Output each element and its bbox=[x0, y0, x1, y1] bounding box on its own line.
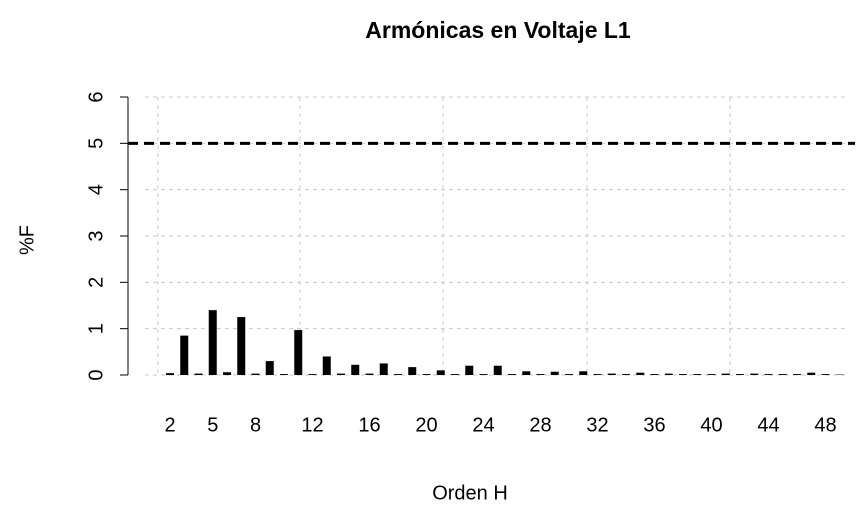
bar bbox=[451, 374, 459, 375]
bar bbox=[194, 373, 203, 375]
x-tick-label: 2 bbox=[164, 414, 175, 436]
x-tick-label: 36 bbox=[643, 414, 665, 436]
bar bbox=[807, 372, 816, 375]
bar bbox=[294, 330, 303, 375]
bar bbox=[223, 372, 231, 375]
bar bbox=[778, 374, 787, 375]
bar bbox=[550, 371, 559, 375]
chart-title: Armónicas en Voltaje L1 bbox=[365, 17, 631, 43]
bar bbox=[821, 374, 830, 375]
bar bbox=[607, 373, 616, 375]
bar bbox=[493, 365, 502, 375]
bar bbox=[565, 374, 573, 375]
bar bbox=[465, 365, 474, 375]
x-tick-label: 16 bbox=[358, 414, 380, 436]
y-tick-label: 0 bbox=[85, 369, 107, 380]
x-tick-label: 32 bbox=[586, 414, 608, 436]
x-tick-label: 8 bbox=[250, 414, 261, 436]
x-axis-label: Orden H bbox=[432, 482, 508, 504]
x-tick-label: 48 bbox=[814, 414, 836, 436]
bar bbox=[394, 374, 402, 375]
bar bbox=[650, 374, 659, 375]
bar bbox=[664, 373, 673, 375]
y-tick-label: 2 bbox=[85, 277, 107, 288]
bar bbox=[764, 374, 773, 375]
y-tick-label: 3 bbox=[85, 230, 107, 241]
bar bbox=[422, 374, 431, 375]
bar bbox=[265, 361, 274, 375]
bar bbox=[479, 374, 488, 375]
bar bbox=[679, 374, 687, 375]
bar bbox=[707, 374, 716, 375]
bar bbox=[408, 367, 417, 375]
bar bbox=[693, 374, 702, 375]
bar bbox=[522, 371, 531, 375]
y-tick-label: 4 bbox=[85, 184, 107, 195]
bar bbox=[351, 364, 360, 375]
x-tick-label: 44 bbox=[757, 414, 779, 436]
bar bbox=[322, 356, 331, 375]
x-tick-label: 5 bbox=[207, 414, 218, 436]
bar bbox=[379, 363, 388, 375]
bar bbox=[579, 371, 588, 375]
bar bbox=[337, 373, 345, 375]
bar bbox=[208, 310, 217, 375]
bar bbox=[166, 373, 174, 375]
x-tick-label: 20 bbox=[415, 414, 437, 436]
x-tick-label: 40 bbox=[700, 414, 722, 436]
bar bbox=[636, 372, 645, 375]
x-tick-label: 12 bbox=[301, 414, 323, 436]
bar bbox=[750, 373, 759, 375]
bar bbox=[622, 374, 630, 375]
bar bbox=[280, 374, 288, 375]
bar bbox=[251, 373, 260, 375]
bar bbox=[308, 374, 317, 375]
x-tick-label: 28 bbox=[529, 414, 551, 436]
bar bbox=[436, 370, 445, 375]
y-tick-label: 5 bbox=[85, 138, 107, 149]
bar bbox=[180, 335, 189, 375]
y-tick-label: 1 bbox=[85, 323, 107, 334]
bar bbox=[536, 374, 545, 375]
bar bbox=[593, 374, 602, 375]
bar bbox=[508, 374, 516, 375]
bar bbox=[365, 373, 374, 375]
bar bbox=[721, 373, 730, 375]
y-tick-label: 6 bbox=[85, 91, 107, 102]
bar bbox=[237, 317, 246, 375]
bar bbox=[736, 374, 744, 375]
x-tick-label: 24 bbox=[472, 414, 494, 436]
y-axis-label: %F bbox=[16, 225, 38, 255]
bar bbox=[793, 374, 801, 375]
